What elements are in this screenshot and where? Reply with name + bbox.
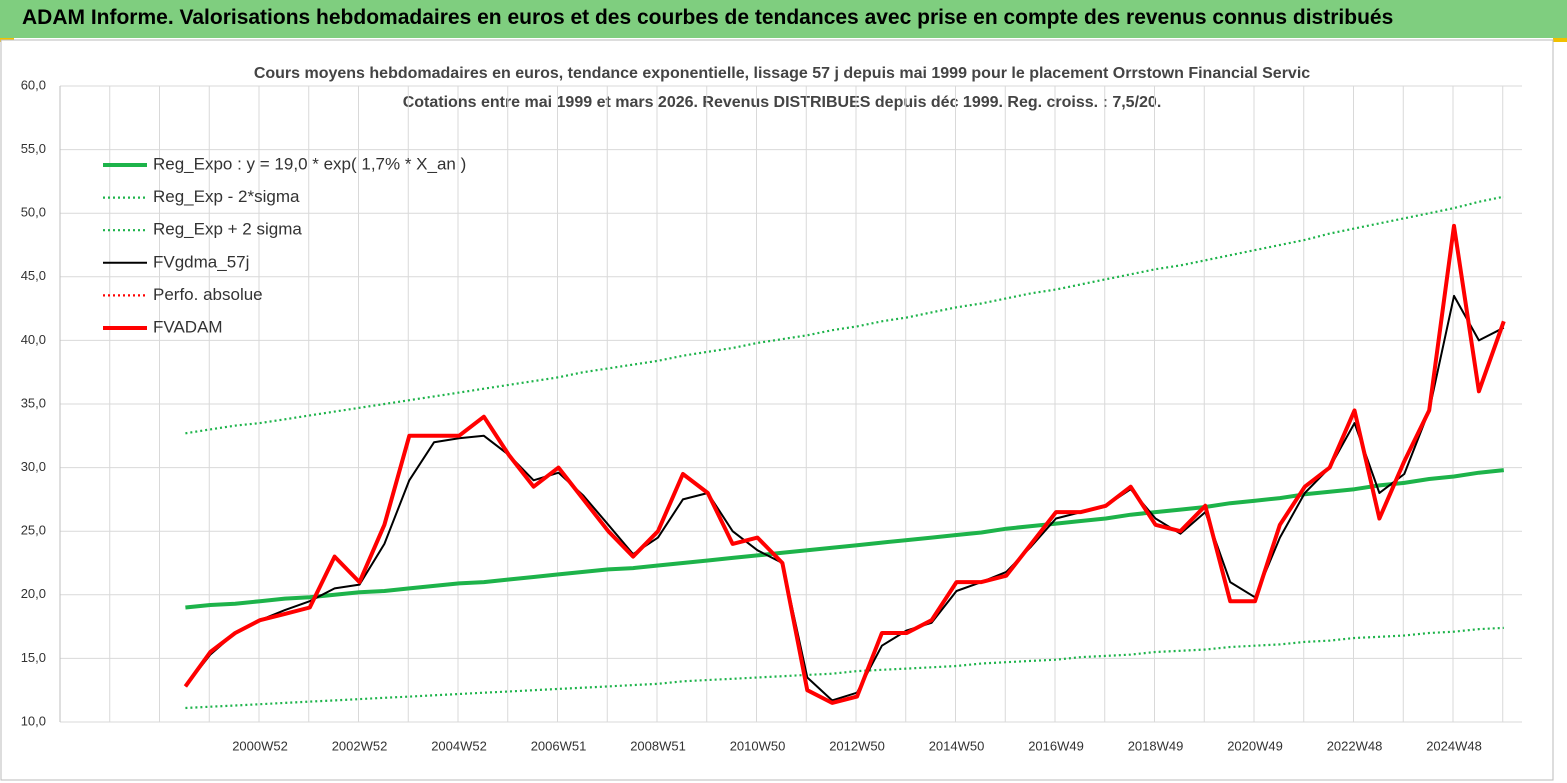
x-tick-label: 2002W52 <box>332 738 388 753</box>
series-line <box>184 294 1505 702</box>
y-tick-label: 15,0 <box>21 650 46 665</box>
y-tick-label: 10,0 <box>21 713 46 728</box>
series-line <box>185 195 1505 435</box>
x-tick-label: 2010W50 <box>730 738 786 753</box>
header-title: ADAM Informe. Valorisations hebdomadaire… <box>22 6 1394 29</box>
header: ADAM Informe. Valorisations hebdomadaire… <box>0 0 1567 38</box>
legend-label: FVADAM <box>153 317 223 336</box>
x-tick-label: 2018W49 <box>1128 738 1184 753</box>
series-line <box>185 626 1504 710</box>
x-tick-label: 2000W52 <box>232 738 288 753</box>
x-tick-label: 2020W49 <box>1227 738 1283 753</box>
y-tick-label: 25,0 <box>21 523 46 538</box>
x-tick-label: 2004W52 <box>431 738 487 753</box>
legend-label: FVgdma_57j <box>153 252 249 271</box>
legend-label: Reg_Expo : y = 19,0 * exp( 1,7% * X_an ) <box>153 154 466 173</box>
chart-title: Cours moyens hebdomadaires en euros, ten… <box>254 65 1310 82</box>
x-tick-label: 2008W51 <box>630 738 686 753</box>
x-tick-label: 2014W50 <box>929 738 985 753</box>
y-tick-label: 50,0 <box>21 205 46 220</box>
legend-label: Perfo. absolue <box>153 285 263 304</box>
y-tick-label: 55,0 <box>21 141 46 156</box>
y-tick-label: 20,0 <box>21 586 46 601</box>
x-tick-label: 2016W49 <box>1028 738 1084 753</box>
x-tick-label: 2012W50 <box>829 738 885 753</box>
chart-frame <box>0 39 1554 781</box>
y-tick-label: 45,0 <box>21 268 46 283</box>
x-tick-label: 2022W48 <box>1327 738 1383 753</box>
y-tick-label: 60,0 <box>21 77 46 92</box>
y-tick-label: 35,0 <box>21 395 46 410</box>
series-line <box>183 223 1506 705</box>
legend-label: Reg_Exp + 2 sigma <box>153 220 302 239</box>
x-tick-label: 2024W48 <box>1426 738 1482 753</box>
y-tick-label: 40,0 <box>21 332 46 347</box>
chart-subtitle: Cotations entre mai 1999 et mars 2026. R… <box>403 94 1162 111</box>
y-tick-label: 30,0 <box>21 459 46 474</box>
x-tick-label: 2006W51 <box>531 738 587 753</box>
series-line <box>185 468 1505 610</box>
legend-label: Reg_Exp - 2*sigma <box>153 187 300 206</box>
